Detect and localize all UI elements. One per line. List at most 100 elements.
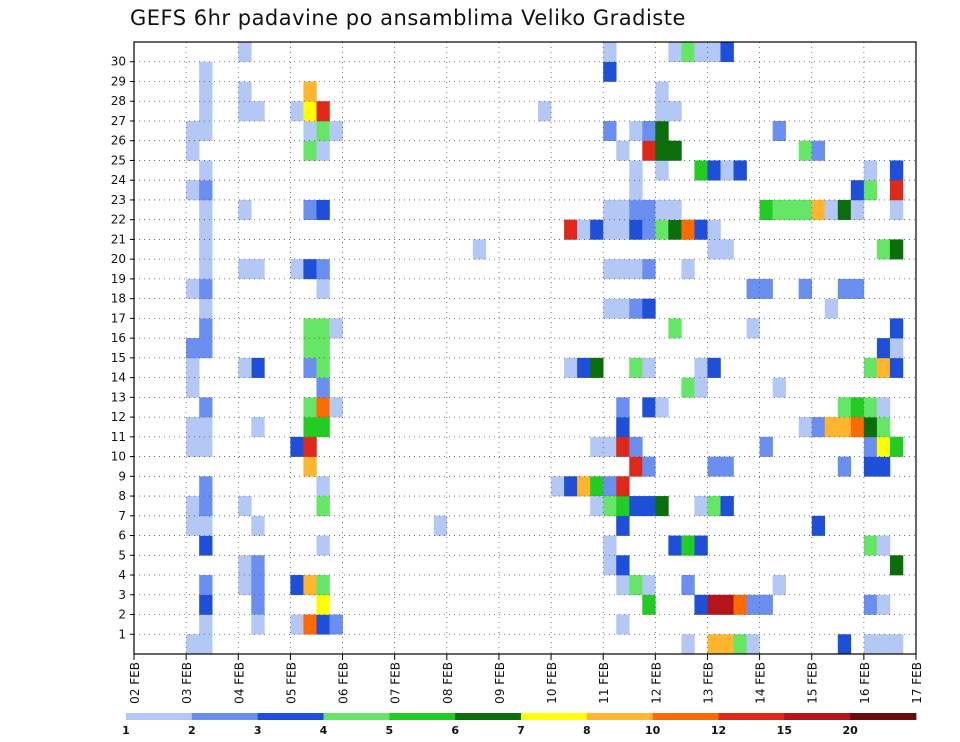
heatmap-cell: [290, 101, 304, 122]
heatmap-cell: [889, 357, 904, 378]
y-tick-label: 30: [111, 55, 126, 69]
heatmap-cell: [876, 239, 891, 260]
heatmap-cell: [199, 239, 213, 260]
heatmap-cell: [303, 318, 317, 339]
colorbar-swatch: [455, 713, 522, 720]
heatmap-cell: [720, 456, 734, 477]
y-tick-label: 9: [118, 469, 126, 483]
heatmap-cell: [720, 634, 734, 655]
y-tick-label: 19: [111, 272, 126, 286]
y-tick-label: 29: [111, 74, 126, 88]
heatmap-cell: [199, 397, 213, 418]
heatmap-cell: [316, 496, 330, 517]
heatmap-cell: [850, 417, 865, 438]
heatmap-cell: [798, 199, 813, 220]
heatmap-cell: [668, 199, 682, 220]
heatmap-cell: [199, 219, 213, 240]
colorbar-label: 1: [122, 724, 130, 737]
heatmap-cell: [668, 219, 682, 240]
heatmap-cell: [668, 140, 682, 161]
heatmap-cell: [720, 42, 734, 63]
heatmap-cell: [603, 259, 617, 280]
y-tick-label: 13: [111, 390, 126, 404]
heatmap-cell: [616, 199, 630, 220]
heatmap-cell: [707, 634, 721, 655]
x-tick-label: 16 FEB: [858, 662, 872, 704]
heatmap-cell: [798, 278, 813, 299]
colorbar-swatch: [323, 713, 390, 720]
heatmap-cell: [303, 436, 317, 457]
heatmap-cell: [199, 120, 213, 142]
heatmap-cell: [746, 318, 760, 339]
y-tick-label: 15: [111, 351, 126, 365]
heatmap-cell: [199, 417, 213, 438]
heatmap-cell: [629, 575, 643, 596]
y-tick-label: 25: [111, 153, 126, 167]
heatmap-cell: [199, 575, 213, 596]
heatmap-cell: [772, 199, 786, 220]
heatmap-cell: [603, 476, 617, 497]
heatmap-cell: [642, 357, 656, 378]
y-axis-ticks: 1234567891011121314151617181920212223242…: [111, 55, 134, 641]
heatmap-cell: [199, 634, 213, 655]
heatmap-cell: [681, 377, 695, 398]
heatmap-cell: [707, 456, 721, 477]
heatmap-cell: [811, 199, 826, 220]
heatmap-cell: [303, 575, 317, 596]
heatmap-cell: [837, 199, 852, 220]
heatmap-cell: [199, 594, 213, 615]
heatmap-cell: [251, 575, 265, 596]
heatmap-cell: [186, 417, 200, 438]
heatmap-cell: [707, 219, 721, 240]
colorbar-swatch: [784, 713, 851, 720]
heatmap-cell: [303, 614, 317, 635]
heatmap-cell: [707, 357, 721, 378]
heatmap-cell: [629, 496, 643, 517]
colorbar-label: 3: [254, 724, 262, 737]
heatmap-cell: [837, 456, 852, 477]
heatmap-cell: [681, 535, 695, 556]
heatmap-cell: [681, 634, 695, 655]
heatmap-cell: [850, 278, 865, 299]
heatmap-cell: [720, 239, 734, 260]
heatmap-cell: [199, 199, 213, 220]
heatmap-cell: [889, 199, 904, 220]
heatmap-cell: [238, 496, 252, 517]
x-tick-label: 06 FEB: [337, 662, 351, 704]
heatmap-cell: [199, 81, 213, 102]
heatmap-cell: [772, 120, 786, 142]
heatmap-cell: [811, 140, 826, 161]
heatmap-cell: [199, 101, 213, 122]
heatmap-cell: [720, 594, 734, 615]
heatmap-cell: [694, 377, 708, 398]
heatmap-cell: [603, 120, 617, 142]
heatmap-cell: [616, 298, 630, 319]
x-tick-label: 17 FEB: [910, 662, 924, 704]
y-tick-label: 18: [111, 292, 126, 306]
x-tick-label: 10 FEB: [545, 662, 559, 704]
colorbar-label: 8: [583, 724, 591, 737]
heatmap-cell: [290, 614, 304, 635]
heatmap-cell: [603, 555, 617, 576]
y-tick-label: 21: [111, 232, 126, 246]
heatmap-cell: [616, 397, 630, 418]
heatmap-cell: [629, 219, 643, 240]
heatmap-cell: [238, 42, 252, 63]
heatmap-cell: [290, 259, 304, 280]
heatmap-cell: [681, 219, 695, 240]
heatmap-cell: [303, 456, 317, 477]
plot-frame: [133, 41, 917, 655]
x-tick-label: 11 FEB: [597, 662, 611, 704]
heatmap-cell: [707, 160, 721, 181]
heatmap-cell: [863, 397, 878, 418]
heatmap-cell: [850, 397, 865, 418]
heatmap-cell: [733, 160, 747, 181]
heatmap-cell: [590, 496, 604, 517]
heatmap-cell: [199, 259, 213, 280]
heatmap-cell: [694, 160, 708, 181]
heatmap-cell: [303, 101, 317, 122]
heatmap-cell: [616, 575, 630, 596]
heatmap-cell: [199, 515, 213, 536]
heatmap-cell: [564, 219, 578, 240]
heatmap-cell: [238, 81, 252, 102]
